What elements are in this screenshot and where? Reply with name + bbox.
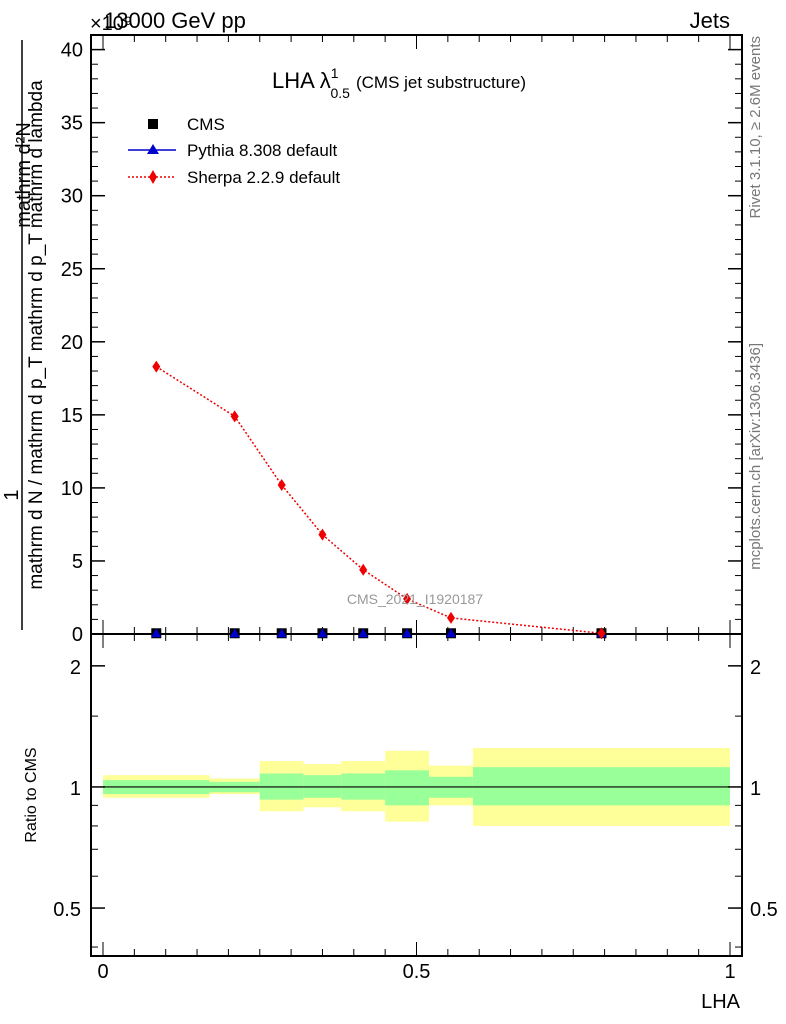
ratio-y-tick-label-right: 1 (750, 778, 761, 800)
point-sherpa (403, 592, 412, 605)
point-pythia (402, 628, 413, 638)
y-tick-label: 10 (61, 478, 83, 500)
y-label-top: mathrm d²N (13, 122, 35, 228)
point-sherpa (597, 627, 606, 640)
x-tick-label: 1 (724, 961, 735, 983)
chart-title-sup: 1 (331, 65, 339, 81)
legend-label-cms: CMS (187, 115, 225, 134)
point-sherpa (359, 563, 368, 576)
y-axis-label-main: mathrm d²N 1 mathrm d N / mathrm d p_T m… (1, 40, 47, 630)
ratio-y-tick-label-right: 2 (750, 657, 761, 679)
chart-title-main: LHA λ (272, 68, 331, 93)
chart-title: LHA λ1 0.5 (CMS jet substructure) (272, 65, 526, 101)
legend-label-pythia: Pythia 8.308 default (187, 141, 338, 160)
y-tick-label: 30 (61, 186, 83, 208)
y-tick-label: 20 (61, 332, 83, 354)
chart-title-sub: 0.5 (331, 85, 351, 101)
y-tick-label: 35 (61, 113, 83, 135)
point-pythia (276, 628, 287, 638)
point-sherpa (152, 360, 161, 373)
x-tick-label: 0 (97, 961, 108, 983)
legend-marker-cms (148, 119, 158, 129)
y-label-numerator: 1 (1, 489, 23, 500)
legend-marker-sherpa (149, 170, 157, 184)
legend-marker-pythia (147, 144, 159, 154)
point-pythia (317, 628, 328, 638)
y-tick-label: 40 (61, 40, 83, 62)
ratio-y-tick-label: 0.5 (53, 899, 81, 921)
y-label-denominator: mathrm d N / mathrm d p_T mathrm d p_T m… (26, 80, 47, 590)
y-tick-label: 15 (61, 405, 83, 427)
side-label-mcplots: mcplots.cern.ch [arXiv:1306.3436] (747, 343, 764, 570)
point-sherpa (318, 528, 327, 541)
point-pythia (445, 628, 456, 638)
chart-title-suffix: (CMS jet substructure) (356, 73, 526, 92)
header-left-label: 13000 GeV pp (104, 8, 246, 33)
point-sherpa (446, 611, 455, 624)
y-tick-label: 25 (61, 259, 83, 281)
point-pythia (151, 628, 162, 638)
ratio-y-tick-label: 2 (70, 657, 81, 679)
header-right-label: Jets (690, 8, 730, 33)
y-tick-label: 5 (72, 551, 83, 573)
x-axis-label: LHA (701, 991, 741, 1013)
y-exponent-label: ×10⁹ (90, 13, 133, 35)
watermark: CMS_2021_I1920187 (347, 591, 483, 607)
y-tick-label: 0 (72, 624, 83, 646)
x-tick-label: 0.5 (403, 961, 431, 983)
point-sherpa (277, 478, 286, 491)
ratio-y-tick-label: 1 (70, 778, 81, 800)
legend-label-sherpa: Sherpa 2.2.9 default (187, 168, 340, 187)
ratio-band-inner (472, 767, 730, 806)
point-pythia (229, 628, 240, 638)
legend: CMS Pythia 8.308 default Sherpa 2.2.9 de… (128, 115, 340, 187)
y-axis-label-ratio: Ratio to CMS (23, 747, 40, 842)
side-label-rivet: Rivet 3.1.10, ≥ 2.6M events (747, 36, 764, 219)
ratio-y-tick-label-right: 0.5 (750, 899, 778, 921)
point-pythia (358, 628, 369, 638)
axes-group: 0 5 10 15 20 25 30 35 40 0 0.5 1 0.5 0.5 1 1 2 2 (53, 34, 778, 983)
point-sherpa (230, 410, 239, 423)
data-marks (103, 360, 730, 788)
ratio-band-inner (385, 770, 430, 806)
